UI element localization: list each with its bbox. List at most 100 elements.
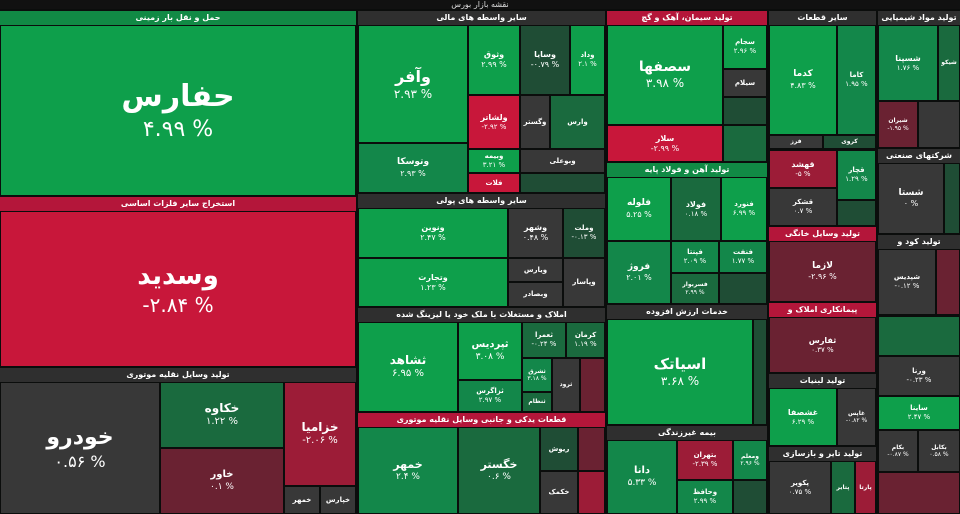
stock-tile[interactable]: قشکر ۰.۷ % (769, 188, 837, 226)
stock-tile[interactable]: حفارس ۴.۹۹ % (0, 25, 356, 196)
stock-symbol: وپاسار (572, 278, 596, 287)
stock-tile[interactable]: وبوعلی (520, 149, 605, 173)
stock-change: ۴.۹۹ % (142, 116, 214, 142)
stock-tile[interactable]: فسربوار ۲.۹۹ % (671, 273, 719, 304)
stock-tile[interactable]: بتهران -۲.۳۹ % (677, 440, 733, 480)
stock-change: -۰.۱۳ % (571, 233, 597, 241)
stock-tile[interactable]: ریوش (540, 427, 578, 471)
stock-tile[interactable]: قچار ۱.۲۹ % (837, 150, 876, 200)
sector-realestate: املاک و مستغلات با ملک خود یا لیزینگ شده… (358, 308, 605, 412)
stock-tile[interactable]: خکمک (540, 471, 578, 514)
stock-symbol: خزامیا (301, 420, 339, 435)
stock-tile[interactable]: خزامیا -۲.۰۶ % (284, 382, 356, 486)
stock-tile[interactable]: فرز (769, 135, 823, 149)
stock-tile[interactable]: شیران -۱.۹۵ % (878, 101, 918, 148)
stock-tile[interactable]: بکام -۰.۸۷ % (878, 430, 918, 472)
stock-tile[interactable]: فنفت ۱.۷۷ % (719, 241, 767, 273)
stock-tile[interactable]: ومعلم ۲.۹۶ % (733, 440, 767, 480)
stock-tile[interactable]: فروژ ۲.۰۱ % (607, 241, 671, 304)
stock-tile[interactable]: فنورد ۶.۹۹ % (721, 177, 767, 241)
stock-tile[interactable]: ثزاگرس ۲.۹۷ % (458, 380, 522, 412)
stock-change: ۲.۹۶ % (740, 460, 760, 467)
stock-tile[interactable]: وبصادر (508, 282, 563, 307)
stock-tile[interactable]: سصفها ۳.۹۸ % (607, 25, 723, 125)
stock-tile (936, 249, 960, 315)
stock-tile[interactable]: قهشد -۵ % (769, 150, 837, 188)
stock-tile[interactable]: ویارس (508, 258, 563, 282)
stock-tile[interactable]: ثرود (552, 358, 580, 412)
stock-change: -۲.۹۹ % (650, 143, 680, 153)
stock-tile[interactable]: وپاسار (563, 258, 605, 307)
stock-tile[interactable]: شپدیس -۰.۱۲ % (878, 249, 936, 315)
stock-change: ۳.۹۸ % (645, 76, 685, 91)
stock-symbol: خاور (210, 469, 234, 481)
stock-tile[interactable]: وآفر ۲.۹۳ % (358, 25, 468, 143)
stock-tile[interactable]: ونوین ۲.۴۷ % (358, 208, 508, 258)
stock-tile[interactable]: پارتا (855, 461, 876, 514)
stock-tile[interactable]: ولشاتر -۲.۹۲ % (468, 95, 520, 149)
stock-tile[interactable]: وسایا -۰.۷۹ % (520, 25, 570, 95)
stock-tile[interactable]: وملت -۰.۱۳ % (563, 208, 605, 258)
stock-tile[interactable]: ثشرق ۳.۱۸ % (522, 358, 552, 392)
stock-tile[interactable]: فلات (468, 173, 520, 193)
stock-tile[interactable]: خاور ۰.۱ % (160, 448, 284, 514)
stock-tile[interactable]: لازما -۲.۹۶ % (769, 241, 876, 302)
stock-tile[interactable]: خکاوه ۱.۲۲ % (160, 382, 284, 448)
stock-tile[interactable]: شسپنا ۱.۷۶ % (878, 25, 938, 101)
sector-other-ind: سایر قطعات کدما ۴.۸۳ % کاما ۱.۹۵ % فرز ک… (769, 11, 876, 149)
stock-tile[interactable]: ثشاهد ۶.۹۵ % (358, 322, 458, 412)
stock-tile[interactable]: وداد ۲.۱ % (570, 25, 605, 95)
stock-tile[interactable]: وگستر (520, 95, 550, 149)
stock-symbol: ثزاگرس (476, 387, 504, 396)
stock-tile[interactable]: کرمان ۱.۱۹ % (566, 322, 605, 358)
stock-tile[interactable]: خپارس (320, 486, 356, 514)
sector-home-small: قهشد -۵ % قچار ۱.۲۹ % قشکر ۰.۷ % (769, 150, 876, 226)
sector-label: بیمه غیرزندگی (607, 426, 767, 440)
stock-tile[interactable]: فولاد ۰.۱۸ % (671, 177, 721, 241)
stock-tile[interactable]: شیکو (938, 25, 960, 101)
stock-tile[interactable]: وحافظ ۲.۹۹ % (677, 480, 733, 514)
stock-tile[interactable]: سجام ۲.۹۶ % (723, 25, 767, 69)
stock-tile[interactable]: وارس (550, 95, 605, 149)
stock-tile[interactable]: غاپس -۰.۸۲ % (837, 388, 876, 446)
stock-tile[interactable]: خگستر ۰.۶ % (458, 427, 540, 514)
stock-tile[interactable]: وشهر ۰.۴۸ % (508, 208, 563, 258)
stock-tile[interactable]: بکابل ۰.۵۸ % (918, 430, 960, 472)
stock-symbol: بکابل (931, 443, 947, 451)
stock-tile[interactable]: اسیاتک ۳.۶۸ % (607, 319, 753, 425)
stock-change: -۲.۹۶ % (808, 272, 837, 282)
stock-tile[interactable]: وثوق ۲.۹۹ % (468, 25, 520, 95)
stock-tile[interactable]: سلار -۲.۹۹ % (607, 125, 723, 162)
stock-tile[interactable]: خودرو ۰.۵۶ % (0, 382, 160, 514)
stock-tile[interactable]: پتایر (831, 461, 855, 514)
stock-tile[interactable]: وتجارت ۱.۲۳ % (358, 258, 508, 307)
sector-steel: تولید آهن و فولاد پایه فلوله ۵.۲۵ % فولا… (607, 163, 767, 304)
stock-tile[interactable]: وتوسکا ۲.۹۳ % (358, 143, 468, 193)
stock-change: -۲.۸۴ % (142, 292, 214, 317)
stock-tile[interactable]: ثپردیس ۳.۰۸ % (458, 322, 522, 380)
stock-tile[interactable]: کروی (823, 135, 876, 149)
stock-tile[interactable]: وسدید -۲.۸۴ % (0, 211, 356, 367)
stock-tile[interactable]: ثنظام (522, 392, 552, 412)
stock-tile[interactable]: فپنتا ۲.۰۹ % (671, 241, 719, 273)
stock-tile[interactable]: پکویر ۰.۷۵ % (769, 461, 831, 514)
stock-tile[interactable]: کاما ۱.۹۵ % (837, 25, 876, 135)
stock-tile[interactable]: دانا ۵.۳۳ % (607, 440, 677, 514)
stock-change: ۲.۴ % (396, 471, 420, 482)
stock-tile[interactable]: ثفارس ۰.۳۷ % (769, 317, 876, 373)
stock-tile[interactable]: ورنا -۰.۲۳ % (878, 356, 960, 396)
stock-tile[interactable]: شستا ۰ % (878, 163, 944, 234)
stock-tile[interactable]: فلوله ۵.۲۵ % (607, 177, 671, 241)
stock-tile[interactable]: وبیمه ۳.۲۱ % (468, 149, 520, 173)
stock-symbol: قشکر (792, 198, 814, 207)
stock-symbol: ثشاهد (389, 353, 427, 368)
stock-tile[interactable]: کدما ۴.۸۳ % (769, 25, 837, 135)
stock-tile[interactable]: غشصفا ۶.۲۹ % (769, 388, 837, 446)
sector-fert: تولید کود و شپدیس -۰.۱۲ % (878, 235, 960, 315)
stock-tile[interactable]: ثعمرا -۰.۲۴ % (522, 322, 566, 358)
stock-tile[interactable]: خمهر (284, 486, 320, 514)
stock-tile[interactable]: ساینا ۲.۴۷ % (878, 396, 960, 430)
stock-symbol: فرز (790, 138, 802, 146)
stock-tile[interactable]: خمهر ۲.۴ % (358, 427, 458, 514)
stock-tile[interactable]: سیلام (723, 69, 767, 97)
